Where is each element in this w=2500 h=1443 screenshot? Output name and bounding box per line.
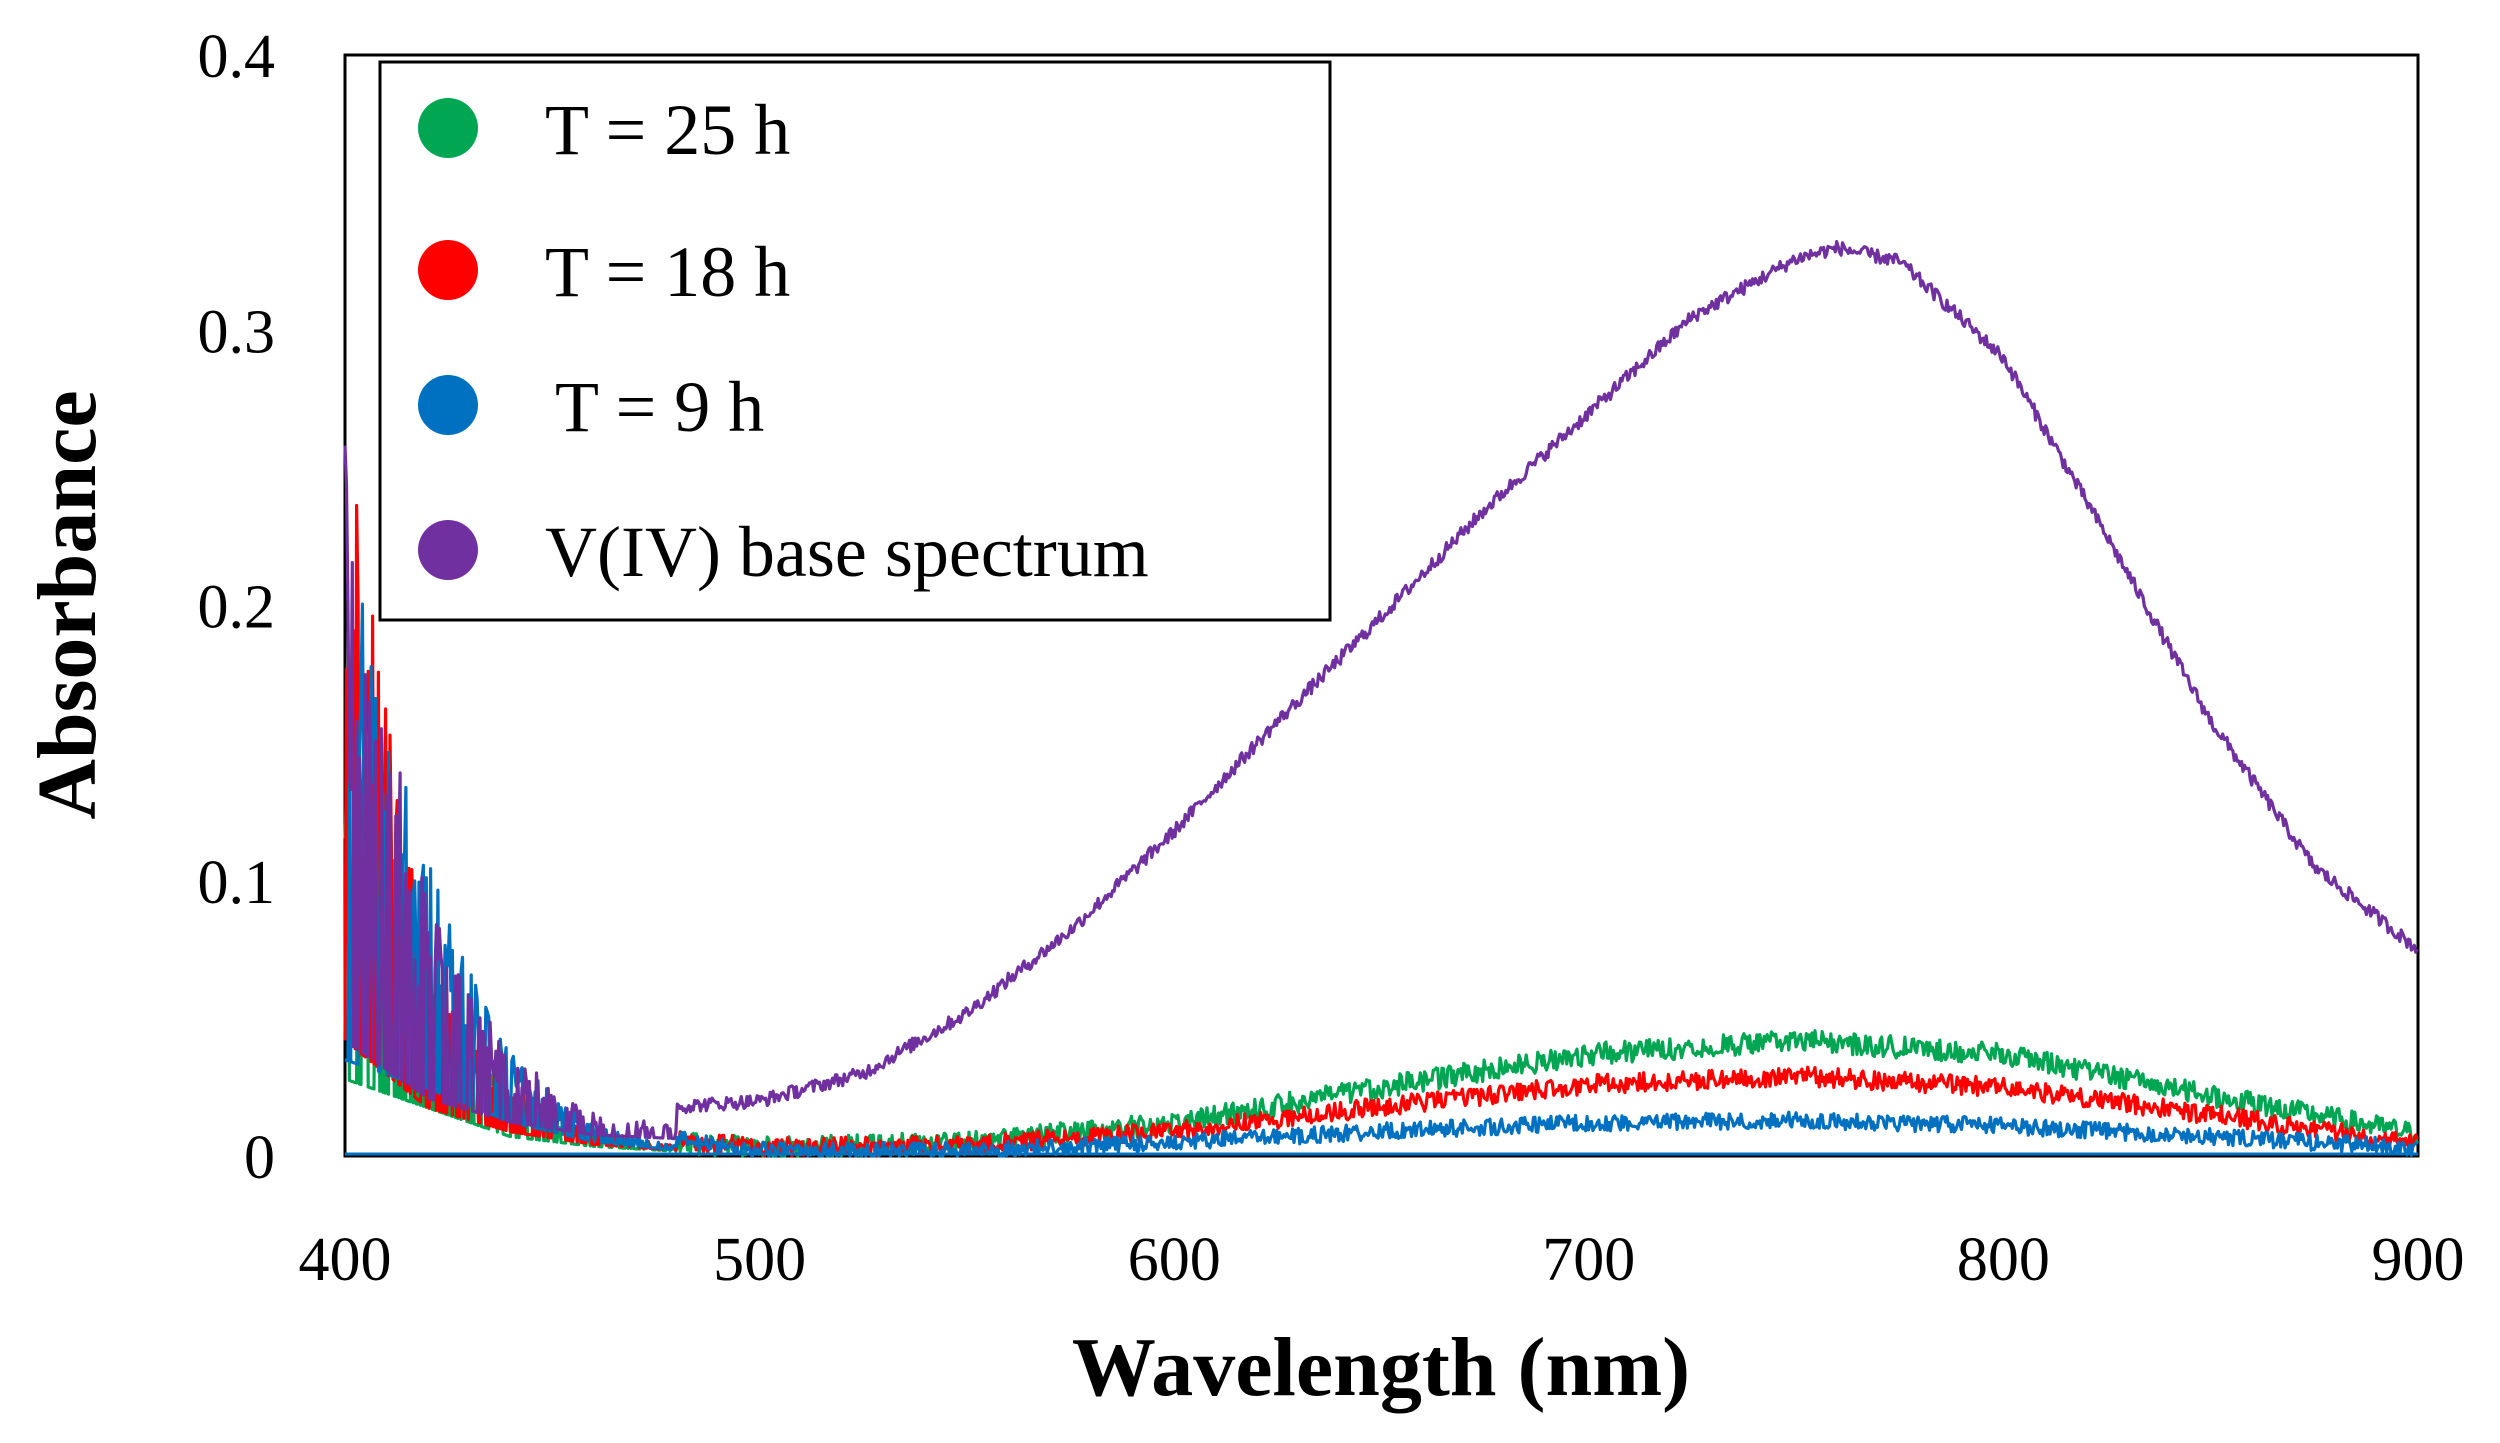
legend-label: T = 9 h — [555, 367, 764, 447]
series-line — [343, 240, 2419, 1141]
y-tick-label: 0.3 — [198, 298, 276, 366]
x-axis-title: Wavelength (nm) — [1072, 1321, 1690, 1414]
legend-label: T = 25 h — [545, 90, 790, 170]
y-tick-label: 0 — [244, 1124, 275, 1192]
x-tick-label: 700 — [1542, 1226, 1635, 1294]
x-tick-label: 900 — [2372, 1226, 2465, 1294]
legend-label: T = 18 h — [545, 232, 790, 312]
y-tick-label: 0.2 — [198, 574, 276, 642]
x-tick-label: 400 — [299, 1226, 392, 1294]
legend-marker — [418, 520, 478, 580]
y-tick-label: 0.1 — [198, 849, 276, 917]
legend-marker — [418, 240, 478, 300]
legend-marker — [418, 98, 478, 158]
legend: T = 25 h T = 18 h T = 9 h V(IV) base spectr… — [378, 60, 1332, 622]
legend-marker — [418, 375, 478, 435]
x-tick-label: 800 — [1957, 1226, 2050, 1294]
y-tick-label: 0.4 — [198, 23, 276, 91]
series-layer — [343, 240, 2419, 1158]
tick-layer: 400 500 600 700 800 900 0 0.1 0.2 0.3 0.4 — [198, 23, 2465, 1294]
x-tick-label: 600 — [1128, 1226, 1221, 1294]
legend-label: V(IV) base spectrum — [545, 512, 1149, 592]
x-tick-label: 500 — [713, 1226, 806, 1294]
legend-box — [378, 60, 1332, 622]
series-line — [344, 602, 2419, 1158]
y-axis-title: Absorbance — [21, 390, 114, 819]
